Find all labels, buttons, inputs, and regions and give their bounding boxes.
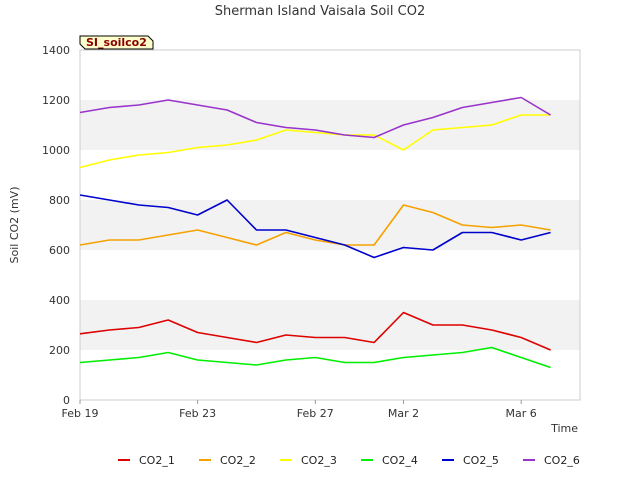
series-line-co2-1 (79, 311, 551, 351)
series-line-co2-2 (79, 204, 551, 246)
x-axis-label: Time (550, 422, 578, 435)
x-axis: Feb 19 Feb 23 Feb 27 Mar 2 Mar 6 (62, 400, 537, 420)
x-tick-label: Feb 23 (179, 407, 216, 420)
series-line-co2-5 (79, 194, 551, 259)
y-axis: 0 200 400 600 800 1000 1200 1400 (42, 44, 70, 407)
grid-bands (80, 100, 580, 350)
y-tick-label: 0 (63, 394, 70, 407)
y-tick-label: 600 (49, 244, 70, 257)
legend-label: CO2_2 (220, 454, 256, 467)
site-tag-label: SI_soilco2 (86, 36, 147, 49)
site-tag-box (79, 35, 154, 50)
chart-title: Sherman Island Vaisala Soil CO2 (215, 4, 425, 19)
plot-area (79, 49, 581, 401)
legend-label: CO2_1 (139, 454, 175, 467)
grid-band (80, 300, 580, 350)
series-line-co2-6 (79, 96, 552, 139)
legend: CO2_1 CO2_2 CO2_3 CO2_4 CO2_5 CO2_6 (118, 454, 580, 467)
grid-band (80, 100, 580, 150)
legend-label: CO2_5 (463, 454, 499, 467)
series-line-co2-3 (79, 114, 551, 169)
y-tick-label: 200 (49, 344, 70, 357)
x-tick-label: Feb 19 (62, 407, 99, 420)
x-tick-label: Mar 6 (506, 407, 537, 420)
y-tick-label: 1000 (42, 144, 70, 157)
y-axis-label: Soil CO2 (mV) (8, 187, 21, 264)
site-tag: SI_soilco2 (79, 35, 154, 50)
y-tick-label: 1400 (42, 44, 70, 57)
series-line-co2-4 (79, 346, 551, 369)
y-tick-label: 400 (49, 294, 70, 307)
x-tick-label: Mar 2 (388, 407, 419, 420)
legend-label: CO2_3 (301, 454, 337, 467)
y-tick-label: 800 (49, 194, 70, 207)
series-group (79, 96, 552, 369)
x-tick-label: Feb 27 (297, 407, 334, 420)
y-tick-label: 1200 (42, 94, 70, 107)
legend-label: CO2_4 (382, 454, 418, 467)
legend-label: CO2_6 (544, 454, 580, 467)
